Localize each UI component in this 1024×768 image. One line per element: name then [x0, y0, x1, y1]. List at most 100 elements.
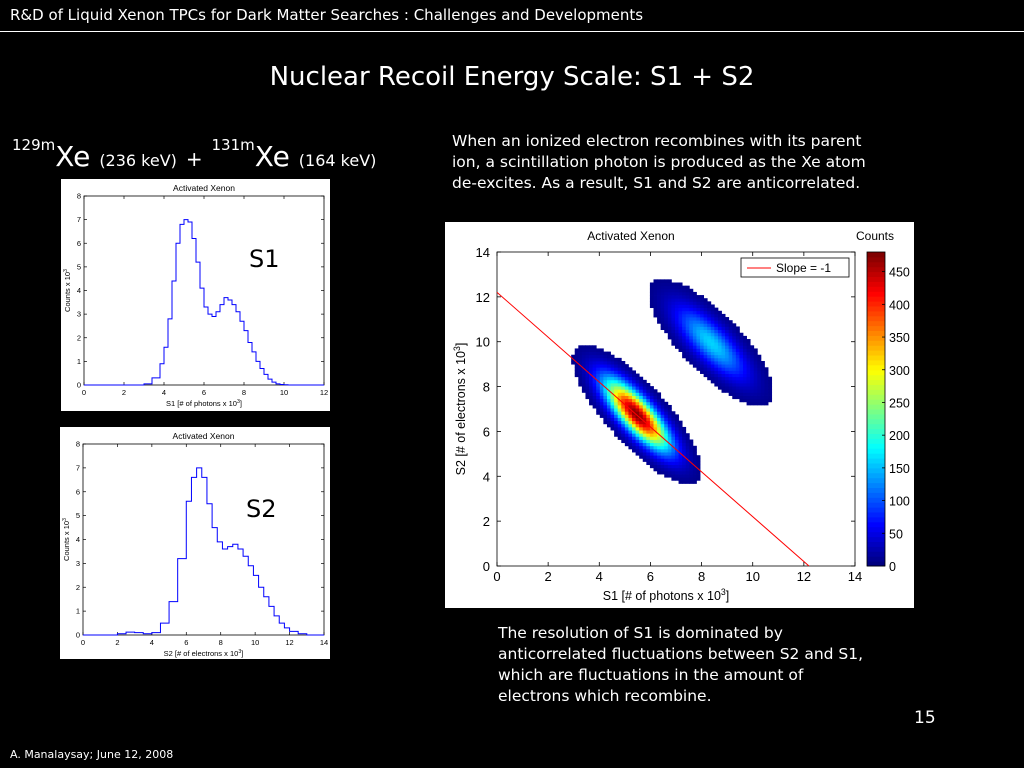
heatmap-cell: [746, 398, 751, 403]
heatmap-cell: [664, 298, 669, 302]
heatmap-cell: [685, 291, 690, 296]
heatmap-cell: [696, 461, 701, 466]
heatmap-cell: [589, 401, 594, 406]
heatmap-cell: [689, 442, 694, 447]
heatmap-cell: [621, 379, 626, 384]
heatmap-cell: [692, 323, 697, 327]
heatmap-cell: [696, 339, 701, 343]
heatmap-cell: [707, 339, 712, 343]
heatmap-cell: [746, 392, 751, 396]
colorbar-segment: [867, 335, 885, 341]
heatmap-cell: [678, 442, 683, 447]
heatmap-cell: [678, 282, 683, 287]
heatmap-cell: [646, 392, 651, 396]
heatmap-cell: [610, 401, 615, 406]
heatmap-cell: [657, 401, 662, 406]
heatmap-cell: [649, 411, 654, 415]
heatmap-cell: [667, 307, 672, 312]
heatmap-cell: [581, 351, 586, 356]
heatmap-cell: [682, 445, 687, 450]
heatmap-cell: [692, 307, 697, 312]
heatmap-cell: [674, 317, 679, 321]
heatmap-cell: [632, 408, 636, 412]
heatmap-cell: [682, 433, 687, 437]
heatmap-cell: [685, 313, 690, 318]
x-tick-label: 12: [797, 569, 811, 584]
heatmap-cell: [667, 335, 672, 340]
heatmap-cell: [674, 474, 679, 478]
heatmap-cell: [689, 439, 694, 444]
heatmap-cell: [592, 367, 597, 371]
heatmap-cell: [578, 351, 583, 356]
heatmap-cell: [657, 395, 662, 400]
heatmap-cell: [649, 288, 654, 293]
colorbar-segment: [867, 252, 885, 258]
heatmap-cell: [606, 411, 611, 415]
heatmap-cell: [735, 395, 740, 400]
heatmap-cell: [689, 329, 694, 334]
heatmap-cell: [628, 401, 633, 406]
heatmap-cell: [696, 458, 701, 462]
heatmap-cell: [732, 367, 737, 371]
heatmap-cell: [685, 467, 690, 472]
heatmap-cell: [692, 455, 697, 459]
heatmap-cell: [628, 404, 633, 409]
heatmap-cell: [678, 430, 683, 434]
heatmap-cell: [599, 398, 604, 403]
heatmap-cell: [692, 332, 697, 337]
heatmap-cell: [703, 320, 708, 324]
heatmap-cell: [628, 417, 633, 422]
heatmap-cell: [735, 357, 740, 362]
heatmap-cell: [714, 323, 719, 327]
heatmap-cell: [703, 313, 708, 318]
heatmap-cell: [653, 436, 658, 440]
heatmap-cell: [768, 376, 773, 381]
heatmap-cell: [610, 373, 615, 378]
heatmap-cell: [674, 417, 679, 422]
colorbar-tick-label: 150: [889, 462, 910, 476]
heatmap-cell: [660, 430, 665, 434]
heatmap-cell: [689, 467, 694, 472]
heatmap-cell: [742, 373, 747, 378]
heatmap-cell: [667, 301, 672, 305]
heatmap-cell: [667, 295, 672, 299]
x-tick-label: 6: [184, 638, 188, 647]
heatmap-cell: [682, 313, 687, 318]
x-axis-label-text: S2 [# of electrons x 10: [164, 649, 239, 658]
heatmap-cell: [685, 470, 690, 475]
heatmap-cell: [632, 439, 636, 444]
heatmap-cell: [753, 386, 758, 390]
heatmap-cell: [653, 411, 658, 415]
heatmap-cell: [689, 291, 694, 296]
heatmap-cell: [578, 370, 583, 374]
heatmap-cell: [678, 467, 683, 472]
heatmap-cell: [725, 342, 730, 346]
heatmap-cell: [732, 357, 737, 362]
heatmap-cell: [664, 288, 669, 293]
heatmap-cell: [671, 430, 676, 434]
heatmap-cell: [614, 414, 619, 418]
heatmap-cell: [589, 351, 594, 356]
heatmap-cell: [649, 436, 654, 440]
heatmap-cell: [682, 345, 687, 349]
heatmap-cell: [764, 398, 769, 403]
heatmap-cell: [739, 370, 744, 374]
heatmap-cell: [667, 408, 672, 412]
heatmap-cell: [674, 467, 679, 472]
heatmap-cell: [617, 370, 622, 374]
heatmap-cell: [685, 354, 690, 359]
heatmap-cell: [596, 348, 601, 352]
colorbar-segment: [867, 261, 885, 268]
heatmap-cell: [735, 342, 740, 346]
heatmap-cell: [678, 329, 683, 334]
heatmap-cell: [632, 386, 636, 390]
heatmap-cell: [707, 342, 712, 346]
heatmap-cell: [757, 361, 762, 365]
heatmap-cell: [710, 320, 715, 324]
heatmap-cell: [667, 436, 672, 440]
y-tick-label: 8: [76, 440, 80, 449]
heatmap-cell: [671, 470, 676, 475]
heatmap-cell: [653, 304, 658, 309]
heatmap-cell: [610, 426, 615, 431]
heatmap-cell: [682, 348, 687, 352]
